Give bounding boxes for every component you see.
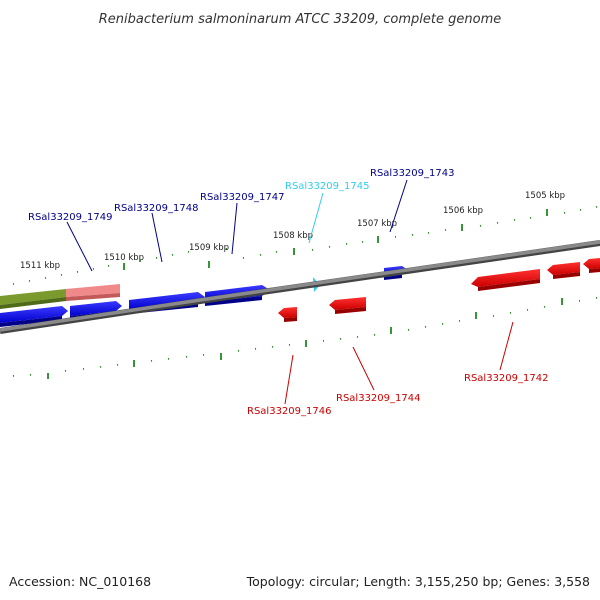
gene-arrow-reverse[interactable]: [583, 258, 600, 273]
gene-arrow-reverse[interactable]: [547, 262, 580, 279]
scale-label-1505: 1505 kbp: [525, 191, 565, 201]
gene-label-rsal33209-1744[interactable]: RSal33209_1744: [336, 347, 420, 404]
gene-label-text: RSal33209_1748: [114, 203, 198, 214]
gene-label-text: RSal33209_1743: [370, 168, 454, 179]
scale-label-1508: 1508 kbp: [273, 231, 313, 241]
gene-label-text: RSal33209_1749: [28, 212, 112, 223]
map-title: Renibacterium salmoninarum ATCC 33209, c…: [99, 12, 502, 27]
gene-label-text: RSal33209_1745: [285, 181, 369, 192]
genome-summary-text: Topology: circular; Length: 3,155,250 bp…: [246, 574, 590, 589]
pink-feature: [66, 284, 120, 301]
scale-label-1506: 1506 kbp: [443, 206, 483, 216]
gene-label-text: RSal33209_1744: [336, 393, 420, 404]
gene-label-text: RSal33209_1747: [200, 192, 284, 203]
scale-label-1509: 1509 kbp: [189, 243, 229, 253]
gene-arrow-reverse[interactable]: [471, 269, 540, 291]
gene-label-text: RSal33209_1746: [247, 406, 331, 417]
accession-text: Accession: NC_010168: [9, 574, 151, 589]
gene-arrow-reverse[interactable]: [278, 307, 297, 322]
gene-arrow-reverse[interactable]: [329, 297, 366, 314]
gene-label-rsal33209-1746[interactable]: RSal33209_1746: [247, 355, 331, 417]
gene-label-rsal33209-1742[interactable]: RSal33209_1742: [464, 322, 548, 384]
scale-label-1510: 1510 kbp: [104, 253, 144, 263]
gene-label-text: RSal33209_1742: [464, 373, 548, 384]
genome-map: Renibacterium salmoninarum ATCC 33209, c…: [0, 0, 600, 600]
scale-label-1511: 1511 kbp: [20, 261, 60, 271]
rrna-feature: [0, 289, 66, 309]
